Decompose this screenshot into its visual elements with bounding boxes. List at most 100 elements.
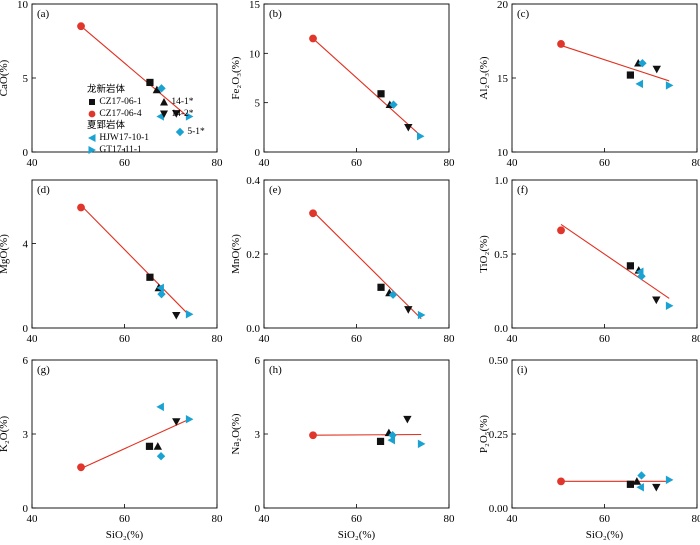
point-cz17-06-1 [626,480,634,488]
legend-item-hjw17-10-1: HJW17-10-1 [87,132,149,144]
legend-item-14-2: 14-2* [159,108,194,120]
panel-h: 40 60 80 0 3 6 (h) Na₂O(%) SiO₂(%) [230,355,455,541]
point-hjw17-10-1 [635,79,644,89]
legend-label-gt17-11-1: GT17-11-1 [99,145,142,155]
y-tick-label: 0 [23,323,29,335]
legend-item-cz17-06-4: CZ17-06-4 [87,108,142,120]
panel-c: 40 60 80 10 15 20 (c) Al₂O₃(%) [478,0,700,169]
point-gt17-11-1 [185,310,194,319]
legend-triangle-right-marker [88,145,96,154]
x-tick-label: 60 [119,513,131,525]
y-tick-label: 6 [255,355,261,367]
point-14-2 [403,415,412,424]
x-tick-label: 60 [119,157,131,169]
point-cz17-06-1 [145,442,154,450]
y-tick-label: 10 [249,48,261,60]
y-tick-label: 1.0 [494,175,508,187]
point-5-1 [157,289,166,299]
legend-heading-xiaying: 夏郢岩体 [87,121,126,131]
panel-label: (a) [37,8,50,20]
x-tick-label: 40 [259,157,271,169]
panel-label: (b) [269,8,282,20]
x-tick-label: 80 [212,333,224,345]
x-axis-label: SiO₂(%) [106,529,144,541]
legend-triangle-left-marker [88,133,96,142]
point-cz17-06-1 [626,262,634,270]
point-cz17-06-4 [309,431,317,440]
point-14-2 [172,311,181,320]
point-cz17-06-1 [376,437,385,445]
legend-label-cz17-06-4: CZ17-06-4 [99,109,142,119]
x-tick-label: 80 [444,157,456,169]
point-cz17-06-4 [77,203,85,212]
y-tick-label: 0.0 [494,323,508,335]
point-14-2 [652,65,661,74]
x-tick-label: 80 [444,513,456,525]
point-gt17-11-1 [185,415,194,424]
trend-line [80,418,190,470]
x-tick-label: 80 [444,333,456,345]
legend: 龙新岩体 CZ17-06-1 14-1* CZ17-06-4 14-2* 夏郢岩… [84,84,216,156]
panel-label: (c) [517,8,530,20]
point-hjw17-10-1 [387,435,396,445]
panel-g-frame [31,359,218,509]
x-tick-label: 60 [351,513,363,525]
y-tick-label: 0 [23,147,29,159]
point-cz17-06-4 [77,22,85,31]
panel-label: (d) [37,184,50,196]
x-tick-label: 80 [692,157,700,169]
x-tick-label: 40 [27,513,39,525]
point-cz17-06-4 [557,226,565,235]
y-tick-label: 3 [23,429,29,441]
x-tick-label: 40 [27,157,39,169]
point-5-1 [157,84,166,93]
y-tick-label: 0.0 [246,323,260,335]
panel-g: 40 60 80 0 3 6 (g) K₂O(%) SiO₂(%) [0,355,223,541]
point-cz17-06-1 [146,273,154,281]
x-tick-label: 40 [259,513,271,525]
y-tick-label: 5 [255,98,261,110]
trend-line [560,223,670,299]
legend-circle-marker [88,110,96,118]
panel-i-frame [511,359,698,509]
panel-h-frame [263,359,450,509]
point-cz17-06-1 [377,90,385,98]
point-14-2 [652,296,661,305]
x-tick-label: 40 [259,333,271,345]
point-hjw17-10-1 [636,483,644,492]
point-hjw17-10-1 [156,112,164,121]
point-gt17-11-1 [417,439,426,449]
panel-f: 40 60 80 0.0 0.5 1.0 (f) TiO₂(%) [478,175,700,345]
x-tick-label: 80 [692,513,700,525]
y-tick-label: 0.5 [494,249,508,261]
legend-item-gt17-11-1: GT17-11-1 [87,144,142,156]
point-gt17-11-1 [665,301,674,310]
point-cz17-06-4 [557,477,565,486]
point-cz17-06-4 [77,463,85,472]
point-hjw17-10-1 [156,402,164,412]
point-gt17-11-1 [185,112,194,121]
y-axis-label: K₂O(%) [0,416,10,453]
y-axis-label: Na₂O(%) [230,413,242,454]
point-14-1 [632,477,642,485]
x-tick-label: 40 [507,513,519,525]
y-tick-label: 20 [497,0,509,11]
point-gt17-11-1 [665,475,674,485]
x-axis-label: SiO₂(%) [338,529,376,541]
point-cz17-06-4 [557,40,565,48]
y-tick-label: 6 [23,355,29,367]
x-tick-label: 60 [599,157,611,169]
point-14-2 [172,110,181,118]
y-tick-label: 15 [249,0,261,11]
legend-label-14-1: 14-1* [171,97,194,107]
y-tick-label: 5 [23,73,29,85]
point-cz17-06-4 [309,209,317,218]
point-5-1 [156,452,166,461]
trend-line [80,25,190,119]
trend-line [312,38,422,137]
legend-item-cz17-06-1: CZ17-06-1 [87,96,142,108]
y-tick-label: 10 [17,0,29,11]
point-14-1 [152,85,162,94]
panel-label: (i) [517,364,528,376]
panel-e: 40 60 80 0.0 0.2 0.4 (e) MnO(%) [230,175,455,345]
